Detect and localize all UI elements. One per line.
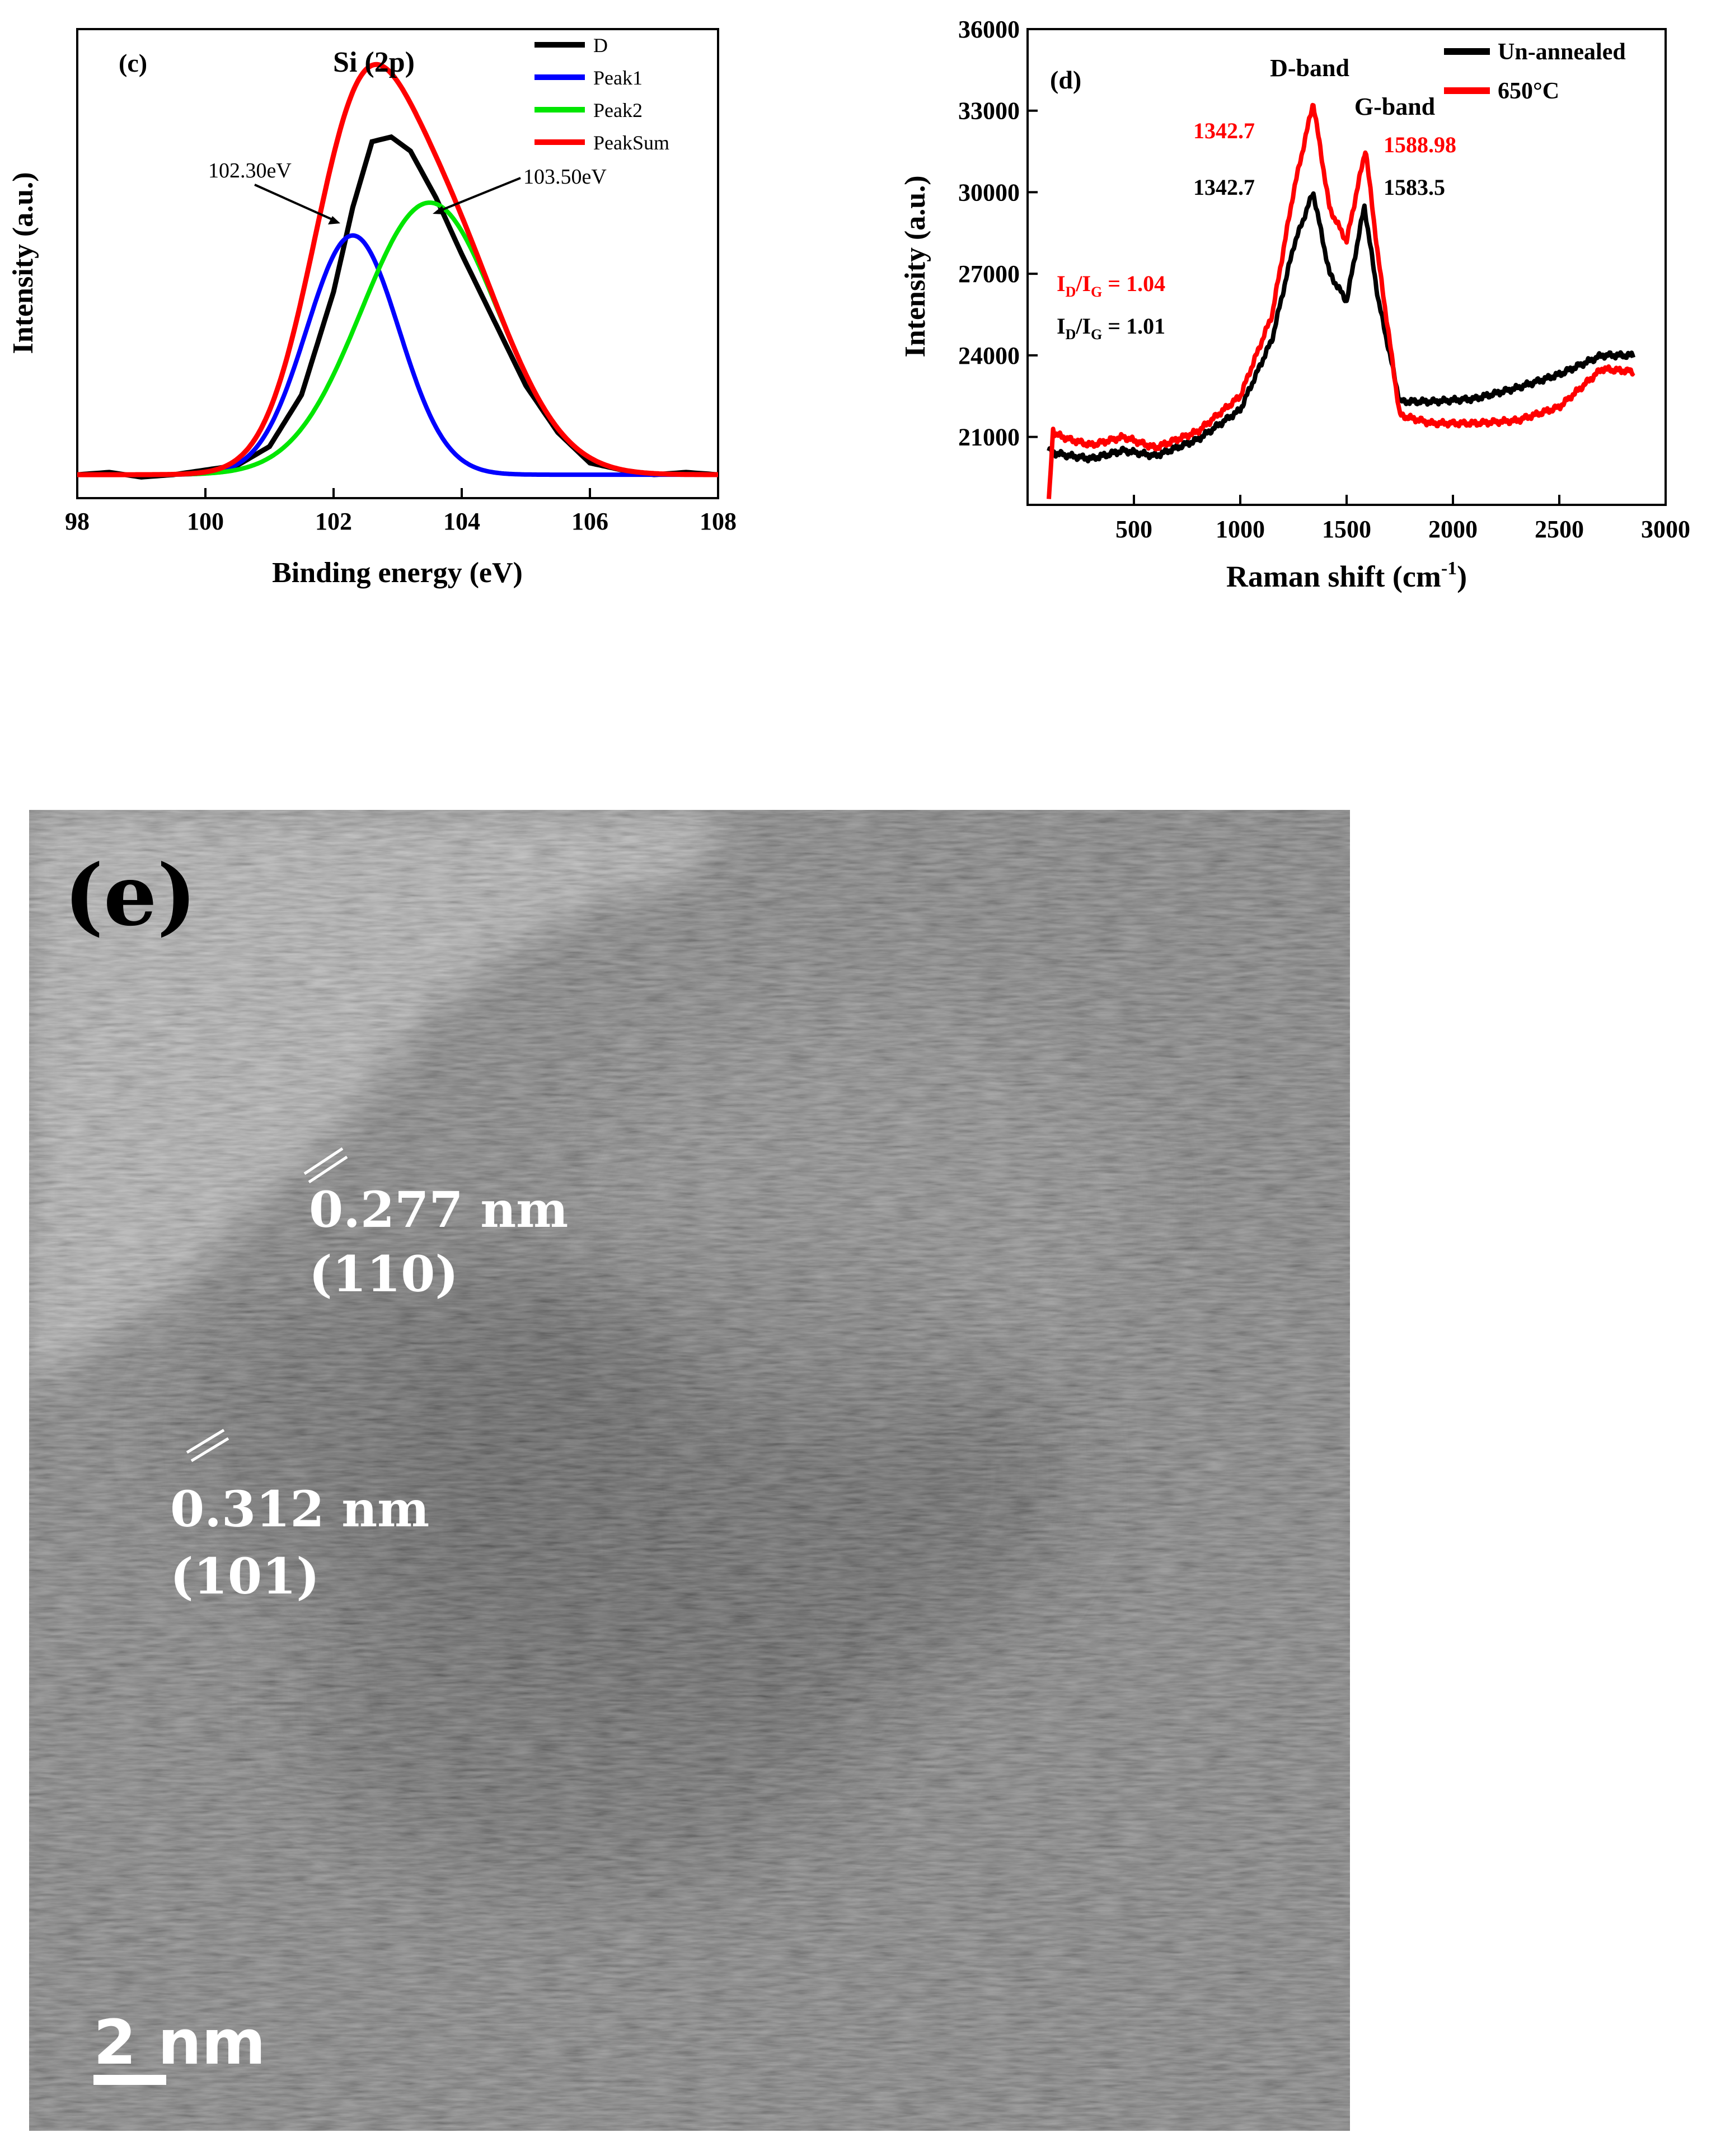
xps-legend: D Peak1 Peak2 PeakSum	[535, 34, 669, 154]
d-band-label: D-band	[1270, 54, 1349, 82]
arrowhead-peak1	[328, 216, 340, 224]
xps-chart-panel: 98 100 102 104 106 108 (c) Si (2p) 102.30eV 1…	[0, 0, 739, 632]
black-d-peak-value: 1342.7	[1193, 175, 1255, 200]
panel-label-d: (d)	[1050, 65, 1081, 94]
raman-ticks: 500 1000 1500 2000 2500 3000 21000 24000 27000 30…	[958, 16, 1690, 543]
xps-x-tick-label: 102	[315, 508, 352, 535]
series-line-peaksum	[77, 62, 718, 477]
tem-image: (e) 0.277 nm (110) 0.312 nm (101) 2 nm	[29, 810, 1350, 2131]
fringe-plane-110: (110)	[309, 1245, 458, 1303]
xps-x-tick-label: 100	[187, 508, 224, 535]
red-d-peak-value: 1342.7	[1193, 118, 1255, 143]
fringe-plane-101: (101)	[170, 1547, 320, 1605]
raman-y-tick-label: 27000	[958, 260, 1020, 288]
panel-label-e: (e)	[64, 846, 196, 945]
red-g-peak-value: 1588.98	[1384, 132, 1456, 157]
arrow-peak1	[254, 184, 336, 222]
raman-x-tick-label: 500	[1115, 515, 1152, 543]
xps-chart: 98 100 102 104 106 108 (c) Si (2p) 102.30eV 1…	[7, 28, 737, 589]
raman-x-tick-label: 1000	[1216, 515, 1265, 543]
black-g-peak-value: 1583.5	[1384, 175, 1445, 200]
legend-label-peak1: Peak1	[593, 67, 643, 89]
id-ig-ratio-650: ID/IG = 1.04	[1057, 271, 1165, 300]
raman-y-tick-label: 24000	[958, 342, 1020, 369]
xps-plot-frame	[76, 28, 719, 499]
xps-x-tick-label: 106	[571, 508, 608, 535]
raman-chart-panel: 500 1000 1500 2000 2500 3000 21000 24000 27000 30…	[862, 0, 1716, 632]
series-line-unannealed	[1047, 191, 1636, 463]
raman-y-tick-label: 30000	[958, 179, 1020, 206]
fringe-spacing-101: 0.312 nm	[170, 1480, 429, 1538]
legend-label-650: 650°C	[1498, 78, 1559, 104]
xps-x-tick-label: 108	[700, 508, 737, 535]
xps-curves	[77, 62, 719, 480]
raman-y-label: Intensity (a.u.)	[899, 175, 931, 357]
lattice-texture	[29, 810, 1350, 2131]
raman-x-tick-label: 3000	[1641, 515, 1690, 543]
raman-x-tick-label: 2000	[1428, 515, 1478, 543]
xps-x-tick-label: 104	[443, 508, 480, 535]
series-line-peak2	[77, 200, 718, 477]
series-line-D	[77, 134, 719, 480]
legend-label-peak2: Peak2	[593, 99, 643, 121]
raman-legend: Un-annealed 650°C	[1444, 39, 1626, 104]
raman-y-tick-label: 33000	[958, 97, 1020, 125]
raman-y-tick-label: 21000	[958, 424, 1020, 451]
arrowhead-peak2	[433, 206, 445, 214]
scale-bar-label: 2 nm	[93, 2007, 266, 2078]
xps-title: Si (2p)	[333, 46, 415, 78]
id-ig-ratio-unannealed: ID/IG = 1.01	[1057, 313, 1165, 343]
legend-label-unannealed: Un-annealed	[1498, 39, 1626, 65]
tem-micrograph: (e) 0.277 nm (110) 0.312 nm (101) 2 nm	[29, 810, 1350, 2131]
series-line-peak1	[77, 233, 718, 477]
xps-x-tick-label: 98	[65, 508, 90, 535]
panel-label-c: (c)	[119, 49, 147, 77]
raman-x-tick-label: 1500	[1322, 515, 1371, 543]
xps-x-label: Binding energy (eV)	[272, 557, 523, 589]
legend-label-d: D	[593, 34, 608, 57]
raman-y-tick-label: 36000	[958, 16, 1020, 43]
raman-chart: 500 1000 1500 2000 2500 3000 21000 24000 27000 30…	[899, 16, 1690, 593]
fringe-marker-101	[186, 1428, 229, 1463]
raman-curves	[1047, 102, 1636, 499]
arrow-peak2	[437, 177, 521, 213]
raman-x-label: Raman shift (cm-1)	[1226, 558, 1467, 593]
fringe-spacing-110: 0.277 nm	[309, 1180, 568, 1239]
legend-label-peaksum: PeakSum	[593, 132, 669, 154]
xps-y-label: Intensity (a.u.)	[7, 172, 39, 354]
g-band-label: G-band	[1354, 93, 1435, 120]
scale-bar	[93, 2075, 166, 2085]
xps-x-ticks: 98 100 102 104 106 108	[65, 488, 737, 535]
raman-x-tick-label: 2500	[1535, 515, 1584, 543]
annotation-peak1: 102.30eV	[208, 159, 292, 182]
annotation-peak2: 103.50eV	[523, 165, 607, 189]
fringe-marker-110	[303, 1147, 348, 1184]
series-line-650c	[1047, 102, 1635, 499]
